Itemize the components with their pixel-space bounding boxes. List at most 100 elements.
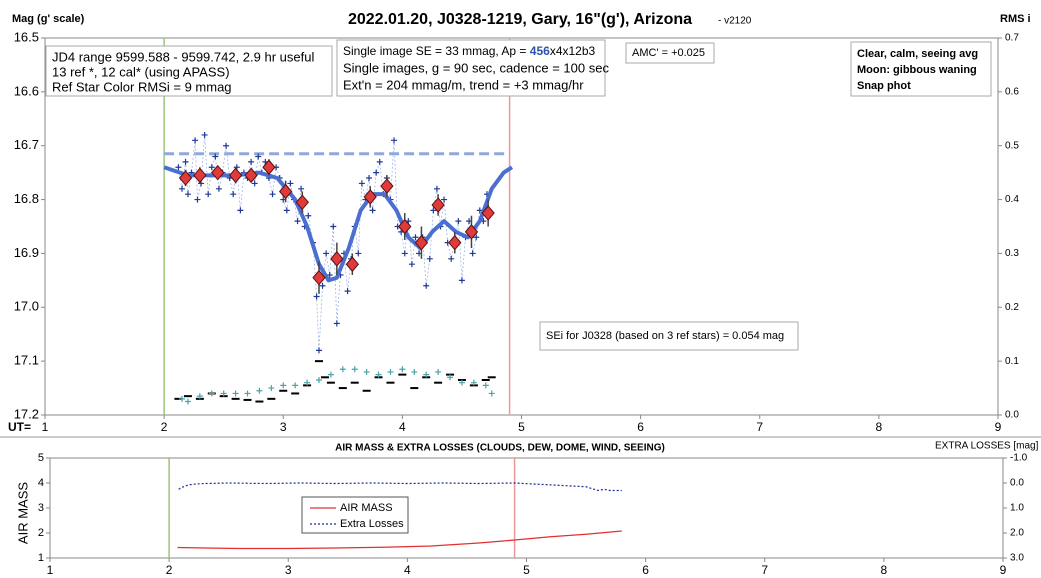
y-tick-label: 3 — [38, 502, 44, 514]
point — [211, 164, 225, 181]
point — [208, 164, 215, 171]
point — [423, 282, 430, 289]
point — [470, 379, 477, 386]
y-tick-label: 16.8 — [14, 191, 39, 206]
point — [298, 185, 305, 192]
point — [448, 234, 462, 251]
y-tick-label: 17.0 — [14, 299, 39, 314]
point — [369, 207, 376, 214]
y2-tick-label: 0.5 — [1005, 140, 1019, 151]
point — [411, 368, 418, 375]
point — [184, 398, 191, 405]
point — [426, 255, 433, 262]
point — [228, 167, 243, 184]
x-tick-label: 3 — [285, 563, 292, 577]
y-tick-label: 16.9 — [14, 245, 39, 260]
point — [178, 170, 193, 186]
point — [458, 379, 465, 386]
annotation-part: 456 — [530, 44, 550, 58]
point — [201, 131, 208, 138]
point — [376, 158, 383, 165]
point — [315, 376, 322, 383]
point — [344, 288, 351, 295]
y2-axis-label: EXTRA LOSSES [mag] — [935, 441, 1039, 452]
annotation-part: x4x12b3 — [550, 44, 596, 58]
point — [431, 197, 445, 213]
y-axis-label: Mag (g' scale) — [12, 13, 85, 25]
point — [363, 368, 370, 375]
point — [194, 196, 201, 203]
point — [230, 191, 237, 198]
x-tick-label: 9 — [1000, 563, 1007, 577]
annotation-box — [336, 39, 606, 97]
y2-tick-label: 1.0 — [1010, 503, 1024, 514]
point — [215, 185, 222, 192]
point — [292, 382, 299, 389]
point — [387, 368, 394, 375]
point — [256, 387, 263, 394]
x-tick-label: 8 — [876, 420, 883, 434]
point — [184, 191, 191, 198]
x-tick-label: 6 — [637, 420, 644, 434]
point — [313, 293, 320, 300]
point — [327, 371, 334, 378]
y-tick-label: 16.6 — [14, 83, 39, 98]
point — [455, 218, 462, 225]
x-axis-label: UT= — [8, 420, 31, 434]
point — [196, 393, 203, 400]
point — [251, 180, 258, 187]
point — [268, 385, 275, 392]
data-line — [178, 482, 622, 492]
y2-tick-label: 0.6 — [1005, 86, 1019, 97]
y-tick-label: 16.7 — [14, 137, 39, 152]
y-tick-label: 2 — [38, 527, 44, 539]
x-tick-label: 4 — [399, 420, 406, 434]
point — [175, 164, 182, 171]
point — [488, 390, 495, 397]
annotation-line: Clear, calm, seeing avg — [857, 48, 978, 60]
point — [481, 205, 495, 221]
y2-tick-label: -1.0 — [1010, 453, 1028, 464]
x-tick-label: 3 — [280, 420, 287, 434]
annotation-line: 13 ref *, 12 cal* (using APASS) — [52, 64, 230, 79]
point — [193, 167, 207, 184]
y-tick-label: 16.5 — [14, 29, 39, 44]
point — [380, 178, 394, 194]
y2-tick-label: 2.0 — [1010, 528, 1024, 539]
point — [208, 390, 215, 397]
point — [345, 256, 360, 272]
point — [375, 371, 382, 378]
y2-tick-label: 0.7 — [1005, 33, 1019, 44]
legend-label: AIR MASS — [340, 502, 393, 514]
point — [458, 277, 465, 284]
annotation-box — [625, 42, 715, 64]
point — [435, 368, 442, 375]
y2-tick-label: 3.0 — [1010, 553, 1024, 564]
point — [287, 180, 294, 187]
point — [178, 395, 185, 402]
annotation-line: Single images, g = 90 sec, cadence = 100… — [343, 60, 609, 75]
annotation-line: JD4 range 9599.588 - 9599.742, 2.9 hr us… — [52, 49, 314, 64]
x-tick-label: 2 — [166, 563, 173, 577]
point — [330, 223, 337, 230]
point — [223, 142, 230, 149]
point — [373, 169, 380, 176]
point — [355, 250, 362, 257]
point — [391, 137, 398, 144]
y2-tick-label: 0.2 — [1005, 302, 1019, 313]
chart-title: AIR MASS & EXTRA LOSSES (CLOUDS, DEW, DO… — [335, 443, 665, 454]
point — [423, 371, 430, 378]
point — [339, 366, 346, 373]
point — [473, 234, 480, 241]
point — [448, 255, 455, 262]
y-tick-label: 5 — [38, 452, 44, 464]
annotation-box — [45, 45, 333, 97]
x-tick-label: 7 — [761, 563, 768, 577]
point — [408, 261, 415, 268]
x-tick-label: 6 — [642, 563, 649, 577]
point — [255, 153, 262, 160]
point — [280, 382, 287, 389]
x-tick-label: 1 — [42, 420, 49, 434]
point — [414, 234, 429, 251]
point — [212, 153, 219, 160]
